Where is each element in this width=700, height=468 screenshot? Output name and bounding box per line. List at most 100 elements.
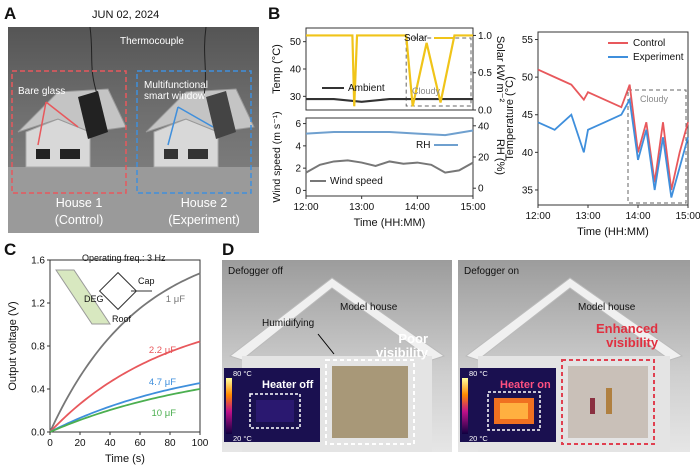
chart-house-temp: 35 40 45 50 55 12:00 13:00 14:00 15:00 Time (HH:M… xyxy=(504,31,700,238)
inset-roof xyxy=(55,269,111,325)
panel-label-c: C xyxy=(4,240,17,259)
scale-top-left: 80 °C xyxy=(233,369,252,378)
tick-label-wind-4: 4 xyxy=(295,141,301,152)
series-line-control xyxy=(537,68,689,191)
xtick-label-b-14:00: 14:00 xyxy=(405,202,430,213)
xtick-label-c-20: 20 xyxy=(74,438,86,449)
solar-label: Solar xyxy=(404,33,428,44)
inset-cap-label: Cap xyxy=(138,276,155,286)
series-line-cap-1 xyxy=(49,340,201,433)
tick-label-temp-35: 35 xyxy=(522,185,534,196)
house1-role: (Control) xyxy=(54,213,104,227)
house1-name: House 1 xyxy=(55,196,103,210)
cloudy-box xyxy=(405,37,472,107)
series-label-cap-3: 10 μF xyxy=(152,408,177,419)
xtick-label-b-12:00: 12:00 xyxy=(293,202,318,213)
tick-label-temp-50: 50 xyxy=(522,73,534,84)
model-house-label-left: Model house xyxy=(340,302,398,313)
inset-roof-label: Roof xyxy=(112,314,132,324)
ylabel-rh: RH (%) xyxy=(494,139,506,175)
xtick-label-r-15:00: 15:00 xyxy=(675,211,700,222)
photo-defogger-on xyxy=(458,260,690,452)
chart-output-voltage: 1 μF 2.2 μF 4.7 μF 10 μF 0.0 0.4 0.8 1.2 1.6 0 20 4… xyxy=(7,253,209,465)
ytick-label-c-0.0: 0.0 xyxy=(31,428,45,439)
photo-houses xyxy=(8,27,259,233)
tick-label-left-30: 30 xyxy=(290,92,302,103)
model-house-on xyxy=(460,277,684,452)
xlabel-c: Time (s) xyxy=(105,453,145,465)
photo-date: JUN 02, 2024 xyxy=(92,9,160,21)
cloudy-label-right: Cloudy xyxy=(640,94,669,104)
tick-label-right-1.0: 1.0 xyxy=(478,31,492,42)
xtick-label-r-12:00: 12:00 xyxy=(525,211,550,222)
humidifying-label: Humidifying xyxy=(262,318,315,329)
series-line-solar xyxy=(306,34,473,107)
inset-rectifier xyxy=(98,271,138,311)
tick-label-wind-2: 2 xyxy=(295,164,301,175)
wind-label: Wind speed xyxy=(330,176,383,187)
chart-temp-solar: 30 40 50 0.0 0.5 1.0 Temp (°C) Solar kW m⁻² Sola… xyxy=(271,27,506,117)
tick-label-temp-55: 55 xyxy=(522,35,534,46)
ylabel-solar: Solar kW m⁻² xyxy=(494,36,506,103)
model-house-label-right: Model house xyxy=(578,302,636,313)
xtick-label-b-15:00: 15:00 xyxy=(460,202,485,213)
xtick-label-c-60: 60 xyxy=(134,438,146,449)
tick-label-left-40: 40 xyxy=(290,65,302,76)
scale-top-right: 80 °C xyxy=(469,369,488,378)
tick-label-rh-0: 0 xyxy=(478,184,484,195)
thermocouple-label: Thermocouple xyxy=(120,36,184,47)
scale-bottom-right: 20 °C xyxy=(469,434,488,443)
xtick-label-c-0: 0 xyxy=(47,438,53,449)
series-label-cap-2: 4.7 μF xyxy=(149,377,176,388)
title-c: Operating freq.: 3 Hz xyxy=(82,253,166,263)
xlabel-b: Time (HH:MM) xyxy=(354,217,426,229)
panel-label-d: D xyxy=(222,240,235,259)
xtick-label-b-13:00: 13:00 xyxy=(349,202,374,213)
photo-defogger-off xyxy=(222,260,452,452)
rh-label: RH xyxy=(416,140,430,151)
model-house-off xyxy=(224,277,446,452)
ylabel-wind: Wind speed (m s⁻¹) xyxy=(271,111,283,202)
xtick-label-r-14:00: 14:00 xyxy=(625,211,650,222)
series-line-cap-3 xyxy=(49,388,201,433)
smart-window-label: Multifunctional smart window xyxy=(144,80,208,102)
series-line-cap-2 xyxy=(49,382,201,433)
tick-label-temp-40: 40 xyxy=(522,148,534,159)
panel-label-a: A xyxy=(4,4,17,23)
ylabel-c: Output voltage (V) xyxy=(7,301,19,390)
defogger-on-label: Defogger on xyxy=(464,266,520,277)
tick-label-rh-20: 20 xyxy=(478,153,490,164)
series-label-cap-0: 1 μF xyxy=(166,294,185,305)
panel-label-b: B xyxy=(268,4,281,23)
tick-label-left-50: 50 xyxy=(290,37,302,48)
house2-name: House 2 xyxy=(180,196,228,210)
inset-deg-label: DEG xyxy=(84,294,104,304)
tick-label-rh-40: 40 xyxy=(478,121,490,132)
ytick-label-c-0.8: 0.8 xyxy=(31,342,45,353)
xtick-label-c-80: 80 xyxy=(164,438,176,449)
heater-off-label: Heater off xyxy=(262,379,314,391)
houses-illustration xyxy=(8,27,259,233)
series-label-cap-1: 2.2 μF xyxy=(149,345,176,356)
ambient-label: Ambient xyxy=(348,83,385,94)
poor-visibility-label: Poor visibility xyxy=(376,331,429,360)
ylabel-temp: Temp (°C) xyxy=(271,44,283,94)
xtick-label-c-40: 40 xyxy=(104,438,116,449)
ytick-label-c-1.2: 1.2 xyxy=(31,299,45,310)
series-line-rh xyxy=(305,129,474,137)
scale-bottom-left: 20 °C xyxy=(233,434,252,443)
right-chart-frame xyxy=(537,31,689,206)
defogger-off-label: Defogger off xyxy=(228,266,283,277)
house2-role: (Experiment) xyxy=(168,213,240,227)
ytick-label-c-0.4: 0.4 xyxy=(31,385,45,396)
enhanced-visibility-label: Enhanced visibility xyxy=(596,321,659,350)
tick-label-right-0.5: 0.5 xyxy=(478,68,492,79)
ylabel-temperature: Temperature (°C) xyxy=(504,76,516,160)
tick-label-wind-0: 0 xyxy=(295,186,301,197)
legend-label-control: Control xyxy=(633,38,665,49)
series-line-ambient xyxy=(306,97,473,103)
chart-wind-rh: 0 2 4 6 0 20 40 12:00 13:00 14:00 15:00 Time (HH:MM… xyxy=(271,111,506,229)
heater-on-label: Heater on xyxy=(500,379,551,391)
legend-label-experiment: Experiment xyxy=(633,52,684,63)
